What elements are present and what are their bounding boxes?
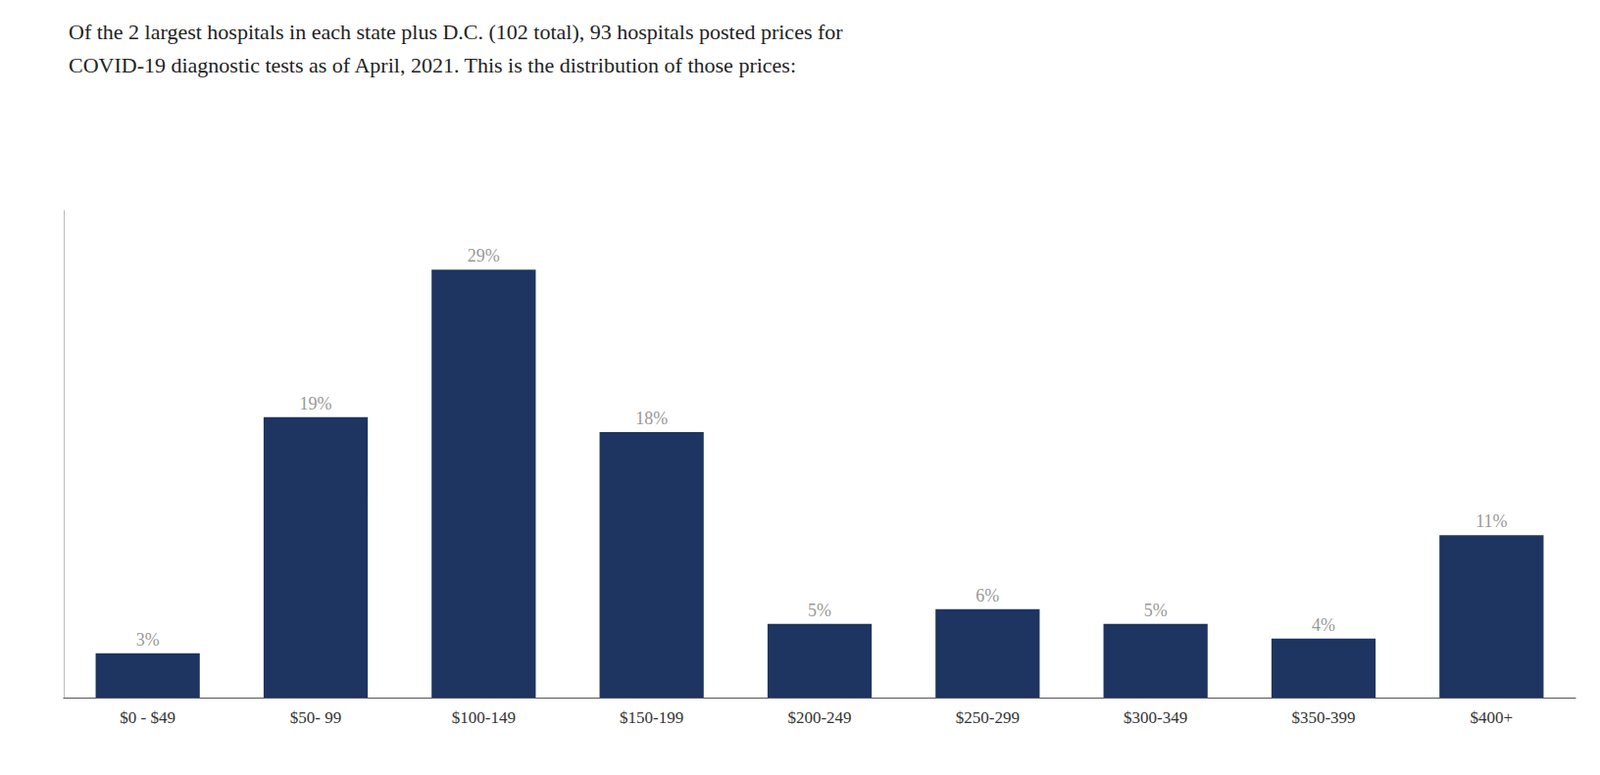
svg-text:$300-349: $300-349 bbox=[1123, 708, 1188, 728]
svg-text:5%: 5% bbox=[1144, 600, 1168, 621]
svg-text:29%: 29% bbox=[467, 246, 500, 266]
svg-text:$200-249: $200-249 bbox=[787, 708, 851, 728]
svg-text:6%: 6% bbox=[975, 586, 1000, 606]
svg-text:19%: 19% bbox=[300, 394, 333, 414]
svg-text:$350-399: $350-399 bbox=[1291, 708, 1355, 728]
svg-text:$50- 99: $50- 99 bbox=[290, 708, 342, 728]
svg-text:3%: 3% bbox=[136, 630, 160, 650]
svg-text:$150-199: $150-199 bbox=[619, 708, 684, 728]
svg-text:COVID-19 diagnostic tests as o: COVID-19 diagnostic tests as of April, 2… bbox=[68, 52, 797, 78]
svg-text:4%: 4% bbox=[1311, 615, 1336, 636]
svg-text:18%: 18% bbox=[635, 408, 668, 429]
svg-text:$0 - $49: $0 - $49 bbox=[119, 708, 176, 728]
svg-text:$100-149: $100-149 bbox=[451, 708, 516, 728]
svg-text:Of the 2 largest hospitals in: Of the 2 largest hospitals in each state… bbox=[68, 19, 844, 45]
svg-text:$250-299: $250-299 bbox=[955, 708, 1020, 728]
svg-text:11%: 11% bbox=[1475, 511, 1507, 532]
svg-text:5%: 5% bbox=[807, 600, 832, 621]
svg-text:$400+: $400+ bbox=[1470, 708, 1514, 728]
